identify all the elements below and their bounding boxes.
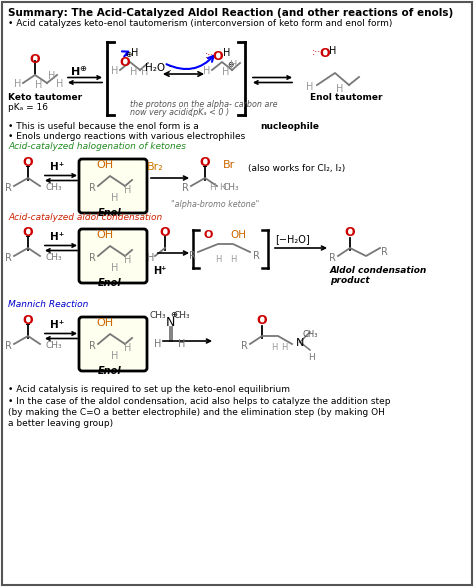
Text: [−H₂O]: [−H₂O] [275,234,310,244]
Text: O: O [30,53,40,66]
Text: :··: :·· [205,50,215,60]
Text: "alpha-bromo ketone": "alpha-bromo ketone" [171,200,259,209]
Text: O: O [203,230,213,240]
Text: • Enols undergo reactions with various electrophiles: • Enols undergo reactions with various e… [8,132,245,141]
Text: O: O [160,226,170,239]
FancyBboxPatch shape [79,317,147,371]
Text: OH: OH [96,160,114,170]
FancyBboxPatch shape [79,229,147,283]
Text: R: R [5,253,11,263]
Text: • In the case of the aldol condensation, acid also helps to catalyze the additio: • In the case of the aldol condensation,… [8,397,391,406]
Text: (pKₐ < 0 ): (pKₐ < 0 ) [190,108,229,117]
Text: H⁺: H⁺ [50,320,64,330]
Text: H: H [56,79,64,89]
Text: • Acid catalysis is required to set up the keto-enol equilibrium: • Acid catalysis is required to set up t… [8,385,290,394]
Text: H: H [203,66,210,76]
Text: • Acid catalyzes keto-enol tautomerism (interconversion of keto form and enol fo: • Acid catalyzes keto-enol tautomerism (… [8,19,392,28]
Text: N: N [165,316,175,329]
Text: H₂O :: H₂O : [146,63,173,73]
Text: ⊕: ⊕ [80,64,86,73]
Text: H: H [48,71,55,81]
Text: R: R [5,183,11,193]
Text: Keto tautomer: Keto tautomer [8,93,82,102]
Text: OH: OH [96,318,114,328]
Text: ⊕: ⊕ [227,60,233,69]
Text: O: O [23,156,33,169]
Text: N: N [296,338,304,348]
Text: O: O [319,47,330,60]
Text: H: H [124,255,132,265]
Text: H: H [271,343,277,353]
Text: H: H [35,80,43,90]
Text: O: O [345,226,356,239]
Text: H: H [329,46,337,56]
Text: H: H [141,67,149,77]
Text: Enol: Enol [98,278,122,288]
Text: ⊕: ⊕ [171,310,177,319]
Text: O: O [120,56,130,69]
Text: H: H [219,184,227,193]
Text: Aldol condensation
product: Aldol condensation product [330,266,427,285]
Text: H: H [111,66,118,76]
Text: R: R [328,253,336,263]
Text: Enol: Enol [98,366,122,376]
Text: Mannich Reaction: Mannich Reaction [8,300,88,309]
Text: CH₃: CH₃ [173,311,191,320]
Text: CH₃: CH₃ [223,184,240,193]
Text: H: H [111,351,118,361]
Text: CH₃: CH₃ [150,311,166,320]
Text: H⁺: H⁺ [50,232,64,242]
Text: CH₃: CH₃ [46,254,63,262]
Text: H: H [306,82,314,92]
Text: H: H [222,67,230,77]
Text: CH₃: CH₃ [46,342,63,350]
Text: R: R [89,183,95,193]
Text: a better leaving group): a better leaving group) [8,419,113,428]
Text: H⁺: H⁺ [153,266,167,276]
Text: ⊕: ⊕ [125,50,131,59]
Text: OH: OH [230,230,246,240]
Text: (by making the C=O a better electrophile) and the elimination step (by making OH: (by making the C=O a better electrophile… [8,408,385,417]
Text: H: H [111,193,118,203]
Text: H: H [130,67,137,77]
Text: H: H [111,263,118,273]
Text: O: O [213,50,223,63]
Text: H: H [223,48,231,58]
Text: R: R [241,341,247,351]
Text: H: H [230,60,237,70]
Text: H: H [337,84,344,94]
Text: R: R [253,251,259,261]
Text: :··: :·· [312,47,322,57]
Text: H: H [210,184,216,193]
Text: Acid-catalyzed aldol condensation: Acid-catalyzed aldol condensation [8,213,162,222]
Text: the protons on the alpha- carbon are: the protons on the alpha- carbon are [130,100,277,109]
Text: CH₃: CH₃ [46,184,63,193]
Text: O: O [257,314,267,327]
Text: H: H [147,253,155,263]
Text: H: H [215,255,221,265]
Text: pKₐ = 16: pKₐ = 16 [8,103,48,112]
Text: Acid-catalyzed halogenation of ketones: Acid-catalyzed halogenation of ketones [8,142,186,151]
Text: Br₂: Br₂ [146,162,164,172]
Text: H: H [72,67,81,77]
Text: R: R [189,251,195,261]
Text: O: O [23,314,33,327]
Text: H: H [230,255,236,265]
Text: H⁺: H⁺ [50,162,64,172]
Text: H: H [124,185,132,195]
FancyBboxPatch shape [79,159,147,213]
Text: R: R [381,247,387,257]
Text: O: O [23,226,33,239]
Text: Enol tautomer: Enol tautomer [310,93,383,102]
Text: Br: Br [223,160,235,170]
Text: nucleophile: nucleophile [260,122,319,131]
Text: CH₃: CH₃ [302,330,318,339]
Text: now very acidic: now very acidic [130,108,192,117]
Text: H: H [131,48,139,58]
Text: Summary: The Acid-Catalyzed Aldol Reaction (and other reactions of enols): Summary: The Acid-Catalyzed Aldol Reacti… [8,8,453,18]
Text: • This is useful because the enol form is a: • This is useful because the enol form i… [8,122,201,131]
Text: H: H [178,339,186,349]
Text: H: H [155,339,162,349]
Text: R: R [5,341,11,351]
